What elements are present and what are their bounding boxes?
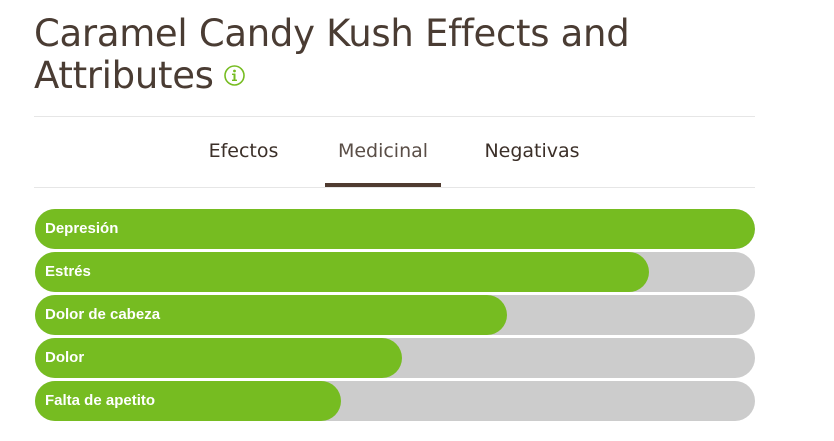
- attribute-bar-fill: [35, 252, 650, 292]
- attribute-label: Dolor: [45, 349, 85, 366]
- attribute-bar-fill: [35, 381, 341, 421]
- header-divider: [34, 116, 755, 117]
- active-tab-indicator: [325, 183, 441, 187]
- attribute-label: Estrés: [45, 263, 91, 280]
- attribute-bar-fill: [35, 209, 755, 249]
- attribute-bar: Falta de apetito: [35, 381, 755, 421]
- tab-label: Efectos: [208, 140, 279, 162]
- attribute-bar: Dolor: [35, 338, 755, 378]
- tabs-divider: [34, 187, 755, 188]
- page-title: Caramel Candy Kush Effects and Attribute…: [34, 14, 674, 96]
- tab-label: Medicinal: [337, 140, 429, 162]
- tab-negativas[interactable]: Negativas: [472, 117, 592, 187]
- tab-efectos[interactable]: Efectos: [191, 117, 296, 187]
- attribute-bar-list: Depresión Estrés Dolor de cabeza Dolor F…: [35, 209, 755, 424]
- attribute-label: Depresión: [45, 220, 119, 237]
- page-title-text: Caramel Candy Kush Effects and Attribute…: [34, 12, 630, 97]
- attribute-bar-fill: [35, 338, 403, 378]
- tab-label: Negativas: [484, 140, 580, 162]
- attribute-bar: Estrés: [35, 252, 755, 292]
- info-icon[interactable]: [223, 54, 245, 86]
- attribute-bar: Depresión: [35, 209, 755, 249]
- attribute-bar: Dolor de cabeza: [35, 295, 755, 335]
- attribute-bar-fill: [35, 295, 508, 335]
- attribute-label: Dolor de cabeza: [45, 306, 161, 323]
- attribute-label: Falta de apetito: [45, 392, 156, 409]
- tab-medicinal[interactable]: Medicinal: [325, 117, 441, 187]
- attribute-tabs: Efectos Medicinal Negativas: [34, 117, 755, 187]
